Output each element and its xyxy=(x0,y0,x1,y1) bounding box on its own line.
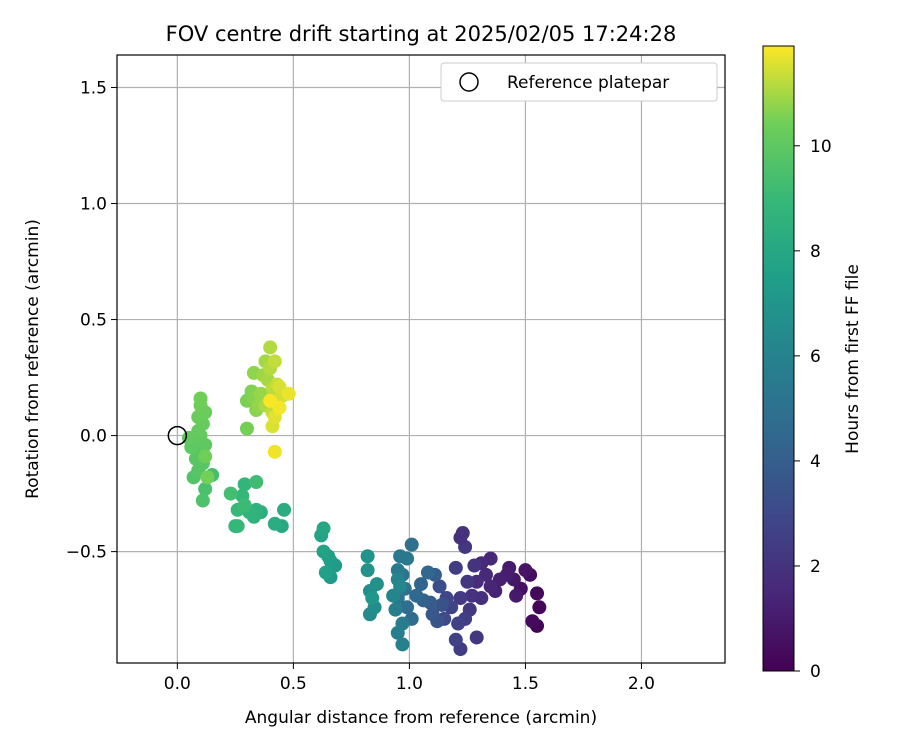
data-point xyxy=(530,586,545,601)
legend-box xyxy=(440,62,718,102)
data-point xyxy=(414,577,428,592)
data-point xyxy=(198,481,213,496)
data-point xyxy=(388,602,403,617)
data-point xyxy=(195,493,210,508)
data-point xyxy=(432,579,447,594)
plot-frame xyxy=(116,54,726,664)
data-point xyxy=(393,549,408,564)
data-point xyxy=(263,393,278,408)
x-ticks: 0.0 0.5 1.0 1.5 2.0 xyxy=(164,663,655,694)
data-point xyxy=(467,558,482,573)
data-point xyxy=(223,486,238,501)
data-point xyxy=(525,614,540,629)
data-point xyxy=(483,579,498,594)
colorbar-gradient xyxy=(762,45,795,672)
data-point xyxy=(409,588,424,603)
data-point xyxy=(267,444,282,459)
data-point xyxy=(453,591,468,606)
data-point xyxy=(453,530,468,545)
data-point xyxy=(393,579,408,594)
data-point xyxy=(404,537,419,552)
data-point xyxy=(316,521,331,536)
data-point xyxy=(193,391,208,406)
colorbar: 0 2 4 6 8 10 Hours from first FF file xyxy=(762,45,863,682)
data-point xyxy=(518,563,533,578)
data-point xyxy=(318,565,333,580)
data-point xyxy=(465,588,480,603)
legend-label: Reference platepar xyxy=(507,73,669,93)
data-point xyxy=(395,637,410,652)
y-ticks: −0.5 0.0 0.5 1.0 1.5 xyxy=(66,78,117,563)
data-point xyxy=(198,449,213,464)
data-point xyxy=(360,549,375,564)
data-point xyxy=(237,498,252,513)
colorbar-ticks: 0 2 4 6 8 10 xyxy=(794,137,832,682)
x-tick-label: 2.0 xyxy=(628,674,655,694)
x-axis-label: Angular distance from reference (arcmin) xyxy=(245,708,597,728)
data-point xyxy=(390,625,405,640)
y-tick-label: 1.5 xyxy=(80,78,107,98)
reference-marker xyxy=(167,425,188,446)
data-point xyxy=(420,565,435,580)
data-point xyxy=(249,474,264,489)
colorbar-label: Hours from first FF file xyxy=(843,264,863,454)
colorbar-tick-label: 4 xyxy=(810,452,821,472)
colorbar-tick-label: 8 xyxy=(810,242,821,262)
y-tick-label: −0.5 xyxy=(66,543,107,563)
x-tick-label: 1.0 xyxy=(396,674,423,694)
y-tick-label: 1.0 xyxy=(80,195,107,215)
colorbar-tick-label: 10 xyxy=(810,137,832,157)
data-point xyxy=(400,600,415,615)
x-tick-label: 0.0 xyxy=(164,674,191,694)
x-tick-label: 1.5 xyxy=(512,674,539,694)
colorbar-tick-label: 6 xyxy=(810,347,821,367)
data-point xyxy=(451,616,466,631)
legend: Reference platepar xyxy=(440,62,718,102)
colorbar-tick-label: 0 xyxy=(810,662,821,682)
data-point xyxy=(267,354,282,369)
data-point xyxy=(448,560,463,575)
x-tick-label: 0.5 xyxy=(280,674,307,694)
colorbar-tick-label: 2 xyxy=(810,557,821,577)
y-tick-label: 0.0 xyxy=(80,427,107,447)
data-point xyxy=(425,607,440,622)
data-point xyxy=(532,600,547,615)
data-point xyxy=(263,340,278,355)
data-point xyxy=(448,632,463,647)
data-point xyxy=(509,588,524,603)
data-point xyxy=(200,470,215,485)
data-point xyxy=(360,563,375,578)
y-axis-label: Rotation from reference (arcmin) xyxy=(23,219,43,499)
chart-title: FOV centre drift starting at 2025/02/05 … xyxy=(166,22,677,46)
data-point xyxy=(469,630,484,645)
data-point xyxy=(434,597,449,612)
data-point xyxy=(369,577,384,592)
data-point xyxy=(460,574,475,589)
data-points xyxy=(181,340,547,657)
data-point xyxy=(239,421,254,436)
data-point xyxy=(281,386,296,401)
data-point xyxy=(365,591,380,606)
data-point xyxy=(277,502,292,517)
data-point xyxy=(267,516,282,531)
data-point xyxy=(237,477,252,492)
data-point xyxy=(228,519,243,534)
legend-marker-icon xyxy=(459,72,479,92)
y-tick-label: 0.5 xyxy=(80,311,107,331)
data-point xyxy=(316,544,331,559)
